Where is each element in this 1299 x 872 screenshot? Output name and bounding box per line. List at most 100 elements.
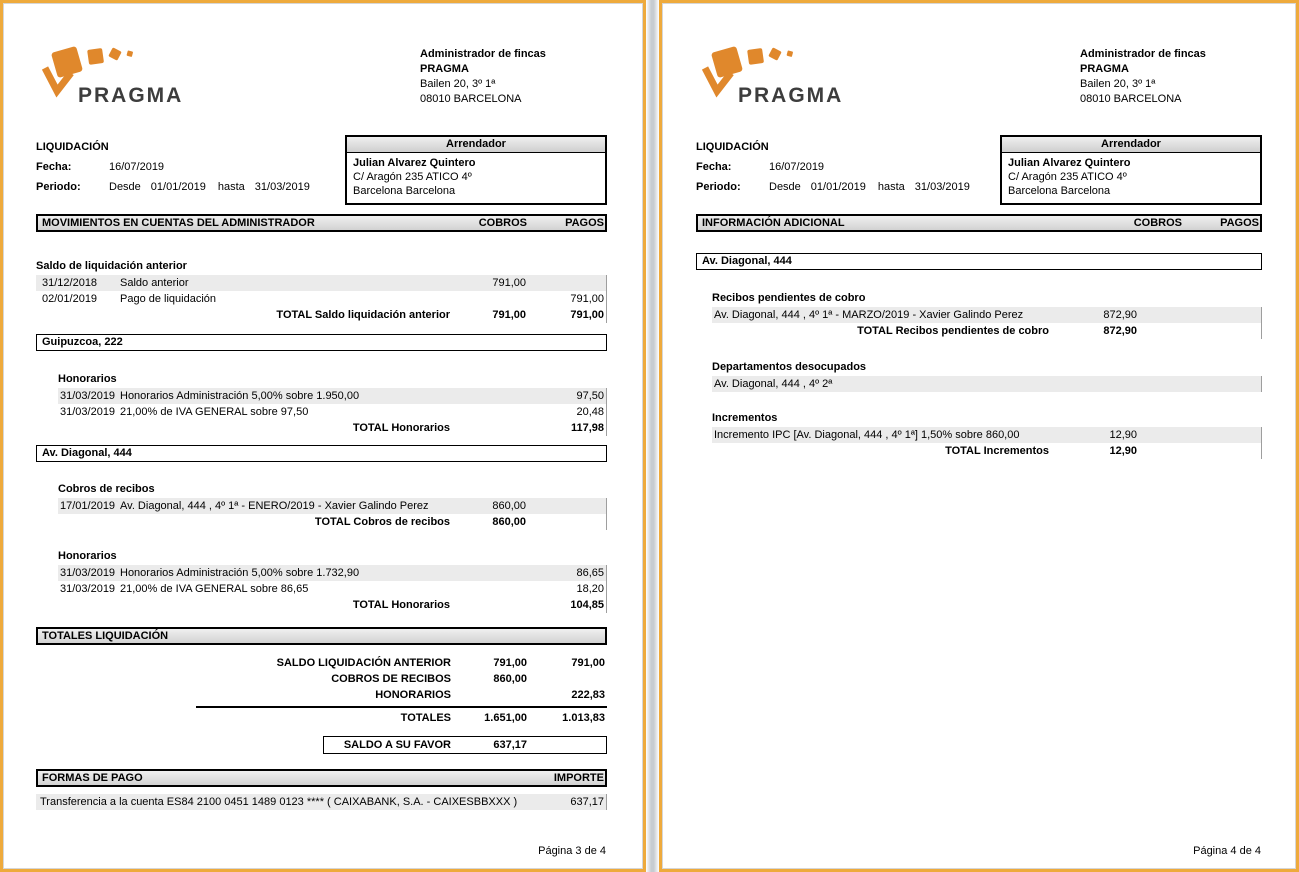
hasta-value: 31/03/2019 xyxy=(254,181,310,193)
totals-label: TOTALES xyxy=(400,712,451,724)
total-row: TOTAL Recibos pendientes de cobro 872,90 xyxy=(712,323,1261,339)
totals-summary: SALDO LIQUIDACIÓN ANTERIOR 791,00 791,00… xyxy=(36,655,607,726)
company-line: Administrador de fincas xyxy=(1080,48,1206,60)
total-pagos-value: 117,98 xyxy=(570,422,604,434)
amount-value: 872,90 xyxy=(1103,309,1137,321)
fecha-label: Fecha: xyxy=(696,161,732,173)
report-page-3: PRAGMA Administrador de fincas PRAGMA Ba… xyxy=(0,0,646,872)
arrendador-name: Julian Alvarez Quintero xyxy=(353,157,476,169)
desde-value: 01/01/2019 xyxy=(810,181,866,193)
document-info: LIQUIDACIÓN Fecha: 16/07/2019 Periodo: Des… xyxy=(36,135,607,213)
logo-dot-icon xyxy=(126,50,133,57)
group-title: Recibos pendientes de cobro xyxy=(712,292,866,304)
amount-value: 12,90 xyxy=(1109,429,1137,441)
logo-check-icon xyxy=(701,66,734,98)
table-row: Incremento IPC [Av. Diagonal, 444 , 4º 1… xyxy=(712,427,1261,443)
total-amount-value: 872,90 xyxy=(1103,325,1137,337)
page-header: PRAGMA Administrador de fincas PRAGMA Ba… xyxy=(696,45,1262,141)
importe-column-header: IMPORTE xyxy=(553,772,604,784)
page-number: Página 3 de 4 xyxy=(538,845,606,857)
table-rows: 31/12/2018 Saldo anterior 791,00 02/01/2… xyxy=(36,275,607,323)
property-header: Guipuzcoa, 222 xyxy=(36,334,607,351)
total-row: TOTAL Honorarios 117,98 xyxy=(58,420,606,436)
row-description: Incremento IPC [Av. Diagonal, 444 , 4º 1… xyxy=(714,429,1020,441)
pagos-value: 86,65 xyxy=(576,567,604,579)
totales-section-bar: TOTALES LIQUIDACIÓN xyxy=(36,627,607,645)
table-row: 31/03/2019 Honorarios Administración 5,0… xyxy=(58,388,606,404)
section-header-bar: MOVIMIENTOS EN CUENTAS DEL ADMINISTRADOR… xyxy=(36,214,607,232)
document-title: LIQUIDACIÓN xyxy=(36,141,109,153)
company-address-block: Administrador de fincas PRAGMA Bailen 20… xyxy=(420,47,546,107)
company-address-block: Administrador de fincas PRAGMA Bailen 20… xyxy=(1080,47,1206,107)
table-rows: 17/01/2019 Av. Diagonal, 444 , 4º 1ª - E… xyxy=(58,498,607,530)
arrendador-title: Arrendador xyxy=(347,137,605,153)
total-label: TOTAL Honorarios xyxy=(352,422,450,434)
saldo-anterior-group: Saldo de liquidación anterior 31/12/2018… xyxy=(36,259,607,323)
pagos-value: 97,50 xyxy=(576,390,604,402)
saldo-favor-label: SALDO A SU FAVOR xyxy=(343,739,451,751)
company-line: Bailen 20, 3º 1ª xyxy=(1080,78,1156,90)
company-line: PRAGMA xyxy=(1080,63,1129,75)
payment-amount: 637,17 xyxy=(570,796,604,808)
logo-brand-text: PRAGMA xyxy=(738,84,843,107)
logo-diamond-large-icon xyxy=(711,46,743,78)
summary-label: HONORARIOS xyxy=(375,689,451,701)
total-row: TOTAL Saldo liquidación anterior 791,00 … xyxy=(36,307,606,323)
total-row: TOTAL Cobros de recibos 860,00 xyxy=(58,514,606,530)
pragma-logo: PRAGMA xyxy=(41,46,181,107)
total-cobros-value: 860,00 xyxy=(492,516,526,528)
cobros-recibos-group: Cobros de recibos 17/01/2019 Av. Diagona… xyxy=(58,482,607,530)
table-rows: Incremento IPC [Av. Diagonal, 444 , 4º 1… xyxy=(712,427,1262,459)
cobros-column-header: COBROS xyxy=(1133,217,1182,229)
summary-row: HONORARIOS 222,83 xyxy=(36,687,607,703)
cobros-value: 860,00 xyxy=(493,673,527,685)
row-description: Av. Diagonal, 444 , 4º 1ª - MARZO/2019 -… xyxy=(714,309,1024,321)
departamentos-group: Departamentos desocupados Av. Diagonal, … xyxy=(712,360,1262,392)
recibos-pendientes-group: Recibos pendientes de cobro Av. Diagonal… xyxy=(712,291,1262,339)
cobros-value: 791,00 xyxy=(492,277,526,289)
company-line: Administrador de fincas xyxy=(420,48,546,60)
pagos-column-header: PAGOS xyxy=(1220,217,1259,229)
document-info: LIQUIDACIÓN Fecha: 16/07/2019 Periodo: Des… xyxy=(696,135,1262,213)
section-title: TOTALES LIQUIDACIÓN xyxy=(42,630,169,642)
company-line: PRAGMA xyxy=(420,63,469,75)
payment-rows: Transferencia a la cuenta ES84 2100 0451… xyxy=(36,794,607,810)
summary-label: COBROS DE RECIBOS xyxy=(331,673,451,685)
logo-diamond-small-icon xyxy=(768,47,782,61)
logo-square-medium-icon xyxy=(747,48,764,65)
periodo-label: Periodo: xyxy=(36,181,81,193)
cobros-value: 860,00 xyxy=(492,500,526,512)
section-title: INFORMACIÓN ADICIONAL xyxy=(702,217,845,229)
hasta-label: hasta xyxy=(217,181,245,193)
pagos-value: 222,83 xyxy=(571,689,605,701)
arrendador-address: C/ Aragón 235 ATICO 4º xyxy=(1008,171,1127,183)
arrendador-address: C/ Aragón 235 ATICO 4º xyxy=(353,171,472,183)
logo-square-medium-icon xyxy=(87,48,104,65)
total-label: TOTAL Honorarios xyxy=(352,599,450,611)
total-label: TOTAL Recibos pendientes de cobro xyxy=(857,325,1049,337)
logo-dot-icon xyxy=(786,50,793,57)
totals-row: TOTALES 1.651,00 1.013,83 xyxy=(36,710,607,726)
pagos-value: 791,00 xyxy=(571,657,605,669)
table-rows: 31/03/2019 Honorarios Administración 5,0… xyxy=(58,388,607,436)
row-date: 31/03/2019 xyxy=(60,390,116,402)
summary-row: SALDO LIQUIDACIÓN ANTERIOR 791,00 791,00 xyxy=(36,655,607,671)
document-title: LIQUIDACIÓN xyxy=(696,141,769,153)
total-label: TOTAL Saldo liquidación anterior xyxy=(276,309,450,321)
row-description: Honorarios Administración 5,00% sobre 1.… xyxy=(120,390,360,402)
fecha-value: 16/07/2019 xyxy=(769,161,825,173)
page-gap-divider xyxy=(646,0,659,872)
row-date: 31/03/2019 xyxy=(60,583,116,595)
incrementos-group: Incrementos Incremento IPC [Av. Diagonal… xyxy=(712,411,1262,459)
section-title: FORMAS DE PAGO xyxy=(42,772,143,784)
group-title: Incrementos xyxy=(712,412,778,424)
desde-value: 01/01/2019 xyxy=(150,181,206,193)
section-header-bar: INFORMACIÓN ADICIONAL COBROS PAGOS xyxy=(696,214,1262,232)
arrendador-city: Barcelona Barcelona xyxy=(1008,185,1111,197)
fecha-row: Fecha: 16/07/2019 xyxy=(36,161,607,173)
table-rows: Av. Diagonal, 444 , 4º 1ª - MARZO/2019 -… xyxy=(712,307,1262,339)
company-line: Bailen 20, 3º 1ª xyxy=(420,78,496,90)
arrendador-name: Julian Alvarez Quintero xyxy=(1008,157,1131,169)
table-row: 31/03/2019 21,00% de IVA GENERAL sobre 9… xyxy=(58,404,606,420)
row-date: 17/01/2019 xyxy=(60,500,116,512)
